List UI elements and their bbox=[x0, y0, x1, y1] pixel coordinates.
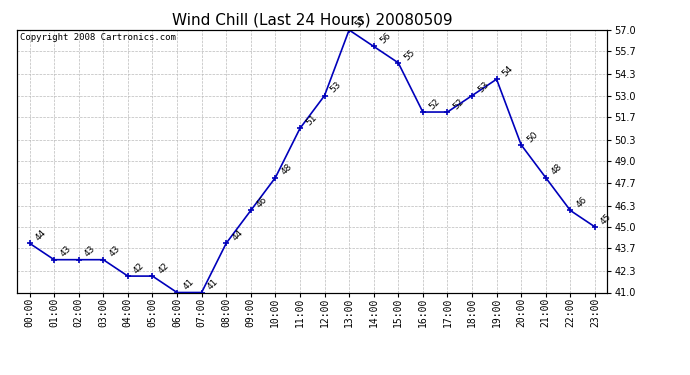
Text: 54: 54 bbox=[501, 64, 515, 78]
Text: 53: 53 bbox=[476, 80, 491, 95]
Text: 48: 48 bbox=[279, 162, 294, 177]
Text: 43: 43 bbox=[108, 244, 122, 259]
Text: 41: 41 bbox=[181, 278, 195, 292]
Text: 57: 57 bbox=[353, 15, 368, 29]
Text: 51: 51 bbox=[304, 113, 319, 128]
Text: 42: 42 bbox=[132, 261, 146, 275]
Text: Copyright 2008 Cartronics.com: Copyright 2008 Cartronics.com bbox=[20, 33, 176, 42]
Text: 41: 41 bbox=[206, 278, 220, 292]
Text: 45: 45 bbox=[599, 212, 613, 226]
Title: Wind Chill (Last 24 Hours) 20080509: Wind Chill (Last 24 Hours) 20080509 bbox=[172, 12, 453, 27]
Text: 44: 44 bbox=[34, 228, 48, 243]
Text: 44: 44 bbox=[230, 228, 245, 243]
Text: 52: 52 bbox=[427, 97, 442, 111]
Text: 50: 50 bbox=[525, 130, 540, 144]
Text: 52: 52 bbox=[451, 97, 466, 111]
Text: 55: 55 bbox=[402, 48, 417, 62]
Text: 43: 43 bbox=[58, 244, 72, 259]
Text: 56: 56 bbox=[378, 31, 393, 46]
Text: 46: 46 bbox=[255, 195, 269, 210]
Text: 48: 48 bbox=[550, 162, 564, 177]
Text: 42: 42 bbox=[157, 261, 171, 275]
Text: 53: 53 bbox=[328, 80, 343, 95]
Text: 46: 46 bbox=[575, 195, 589, 210]
Text: 43: 43 bbox=[83, 244, 97, 259]
